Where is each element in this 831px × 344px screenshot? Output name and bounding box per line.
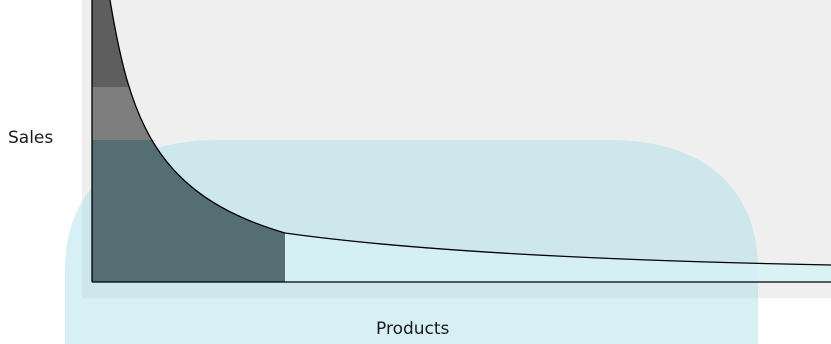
watermark-shape	[65, 140, 758, 344]
tail-region	[285, 233, 831, 282]
long-tail-curve	[109, 0, 831, 266]
x-axis-label: Products	[376, 319, 450, 339]
y-axis-label: Sales	[8, 128, 54, 148]
